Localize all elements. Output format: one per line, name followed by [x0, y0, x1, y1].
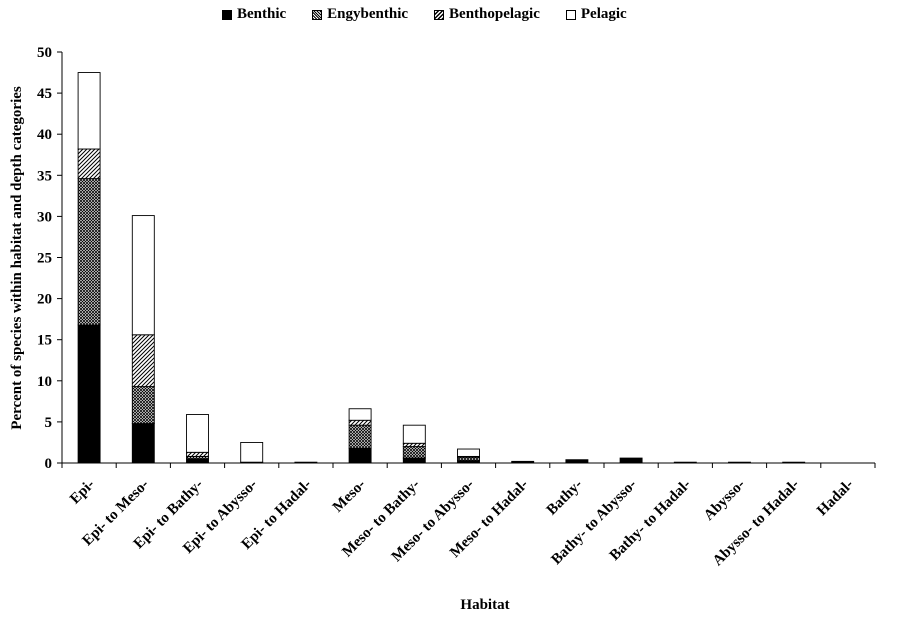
y-tick-label: 25 [37, 251, 52, 267]
y-axis-label: Percent of species within habitat and de… [9, 86, 25, 430]
y-tick-label: 45 [37, 86, 52, 102]
bar-engybenthic-epi [77, 178, 101, 326]
legend-item-pelagic: Pelagic [565, 6, 627, 23]
bar-pelagic-meso [348, 408, 372, 421]
y-tick-label: 50 [37, 45, 52, 61]
bar-pelagic-epi-to-meso [131, 215, 155, 336]
y-tick-label: 30 [37, 209, 52, 225]
bar-engybenthic-meso-to-bathy [402, 446, 426, 459]
x-tick-label-hadal: Hadal- [814, 477, 857, 520]
bars-group [77, 72, 806, 464]
y-tick-label: 35 [37, 168, 52, 184]
y-tick-label: 10 [37, 374, 52, 390]
bar-benthic-bathy-to-abysso [619, 457, 643, 464]
y-tick-label: 20 [37, 292, 52, 308]
engybenthic-swatch-icon [312, 9, 323, 20]
benthic-swatch-icon [222, 9, 232, 20]
legend: Benthic Engybenthic Benthopelagic Pelagi… [222, 6, 627, 23]
x-tick-label-abysso: Abysso- [701, 477, 748, 524]
x-tick-label-epi: Epi- [67, 477, 98, 508]
bar-benthopelagic-epi-to-bathy [186, 451, 209, 457]
legend-item-benthopelagic: Benthopelagic [434, 6, 540, 23]
bar-pelagic-meso-to-abysso [457, 448, 480, 457]
legend-item-engybenthic: Engybenthic [312, 6, 408, 23]
y-tick-label: 0 [45, 456, 53, 472]
bar-benthic-meso [348, 447, 372, 464]
y-tick-label: 15 [37, 333, 52, 349]
bar-benthic-epi [77, 324, 101, 464]
x-axis-label: Habitat [460, 597, 509, 613]
pelagic-swatch-icon [565, 9, 576, 20]
legend-label-benthopelagic: Benthopelagic [449, 6, 540, 22]
bar-benthopelagic-meso-to-bathy [402, 442, 426, 448]
bar-benthopelagic-epi-to-meso [131, 334, 155, 388]
bar-benthopelagic-epi [77, 148, 101, 180]
bar-pelagic-epi-to-bathy [186, 414, 209, 453]
bar-benthic-meso-to-bathy [402, 457, 426, 464]
bar-pelagic-epi-to-abysso [240, 442, 264, 463]
bar-benthic-epi-to-meso [131, 423, 155, 464]
bar-benthic-epi-to-bathy [186, 458, 209, 464]
y-tick-label: 5 [45, 415, 53, 431]
x-tick-label-bathy: Bathy- [544, 477, 586, 519]
benthopelagic-swatch-icon [434, 9, 445, 20]
legend-label-benthic: Benthic [237, 6, 287, 22]
legend-label-engybenthic: Engybenthic [327, 6, 409, 22]
bar-engybenthic-meso [348, 424, 372, 449]
bar-engybenthic-epi-to-meso [131, 386, 155, 424]
legend-item-benthic: Benthic [222, 6, 286, 23]
bar-pelagic-meso-to-bathy [402, 424, 426, 444]
y-tick-label: 40 [37, 127, 52, 143]
bar-pelagic-epi [77, 72, 101, 150]
bar-engybenthic-meso-to-abysso [457, 456, 480, 461]
bar-benthopelagic-meso [348, 419, 372, 426]
legend-label-pelagic: Pelagic [580, 6, 627, 22]
x-tick-label-meso: Meso- [330, 477, 369, 516]
